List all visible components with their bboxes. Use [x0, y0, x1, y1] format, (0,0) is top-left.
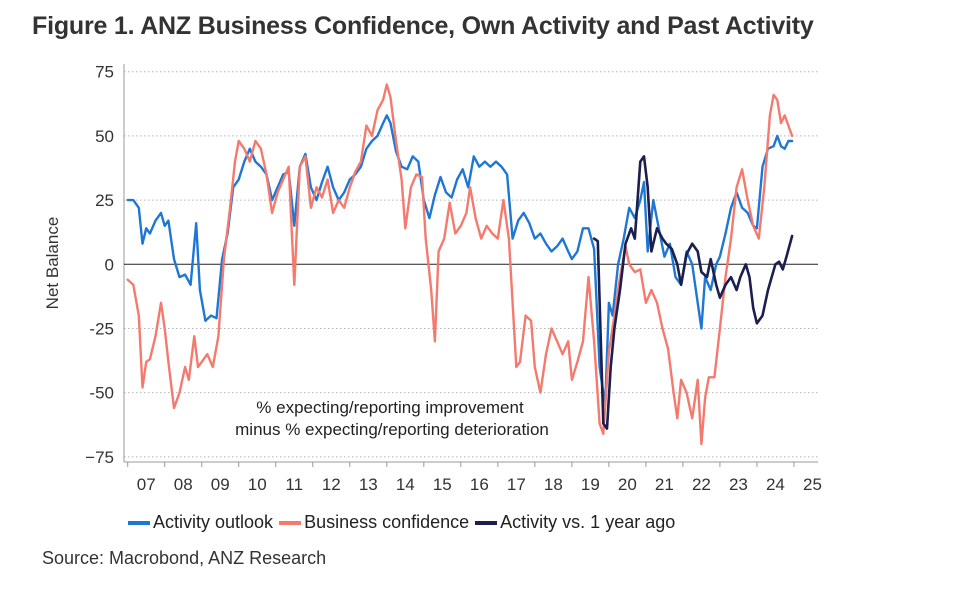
x-tick-label: 20	[618, 475, 637, 494]
x-tick-label: 15	[433, 475, 452, 494]
x-tick-label: 07	[137, 475, 156, 494]
annotation-line-2: minus % expecting/reporting deterioratio…	[235, 420, 549, 439]
y-tick-label: 0	[105, 255, 114, 274]
x-tick-label: 25	[803, 475, 822, 494]
y-tick-label: -50	[89, 384, 114, 403]
legend-label-business-confidence: Business confidence	[304, 512, 470, 532]
x-tick-label: 17	[507, 475, 526, 494]
legend-swatch-activity-outlook	[128, 520, 150, 525]
x-tick-label: 11	[285, 475, 303, 494]
series-line-2	[592, 155, 794, 430]
x-tick-labels: 07 08 09 10 11 12 13 14 15 16 17 18 19 20 21 22 23 24 25	[127, 462, 822, 494]
y-tick-label: -25	[89, 319, 114, 338]
legend-swatch-activity-vs-year-ago	[475, 520, 498, 525]
x-tick-label: 09	[211, 475, 230, 494]
x-tick-label: 10	[248, 475, 267, 494]
x-tick-label: 21	[655, 475, 674, 494]
legend-label-activity-outlook: Activity outlook	[153, 512, 274, 532]
legend: Activity outlook Business confidence Act…	[128, 512, 681, 533]
series-lines	[126, 83, 794, 446]
source-note: Source: Macrobond, ANZ Research	[42, 548, 327, 568]
x-tick-label: 16	[470, 475, 489, 494]
x-tick-label: 24	[766, 475, 785, 494]
y-tick-label: 25	[95, 191, 114, 210]
legend-item-activity-vs-year-ago: Activity vs. 1 year ago	[475, 512, 675, 533]
x-tick-label: 13	[359, 475, 378, 494]
x-tick-label: 19	[581, 475, 600, 494]
y-tick-labels: 75 50 25 0 -25 -50 −75	[85, 63, 114, 467]
legend-item-business-confidence: Business confidence	[279, 512, 469, 533]
x-tick-label: 12	[322, 475, 341, 494]
legend-label-activity-vs-year-ago: Activity vs. 1 year ago	[500, 512, 676, 532]
x-tick-label: 08	[174, 475, 193, 494]
legend-item-activity-outlook: Activity outlook	[128, 512, 273, 533]
series-line-0	[126, 114, 794, 407]
x-tick-label: 22	[692, 475, 711, 494]
annotation-line-1: % expecting/reporting improvement	[256, 398, 524, 417]
x-tick-label: 18	[544, 475, 563, 494]
x-tick-label: 14	[396, 475, 415, 494]
x-tick-label: 23	[729, 475, 748, 494]
y-tick-label: 75	[95, 63, 114, 82]
y-tick-label: −75	[85, 448, 114, 467]
series-line-1	[126, 83, 794, 446]
legend-swatch-business-confidence	[279, 520, 302, 525]
y-tick-label: 50	[95, 127, 114, 146]
y-axis-label: Net Balance	[43, 217, 62, 310]
figure-title: Figure 1. ANZ Business Confidence, Own A…	[32, 12, 814, 40]
